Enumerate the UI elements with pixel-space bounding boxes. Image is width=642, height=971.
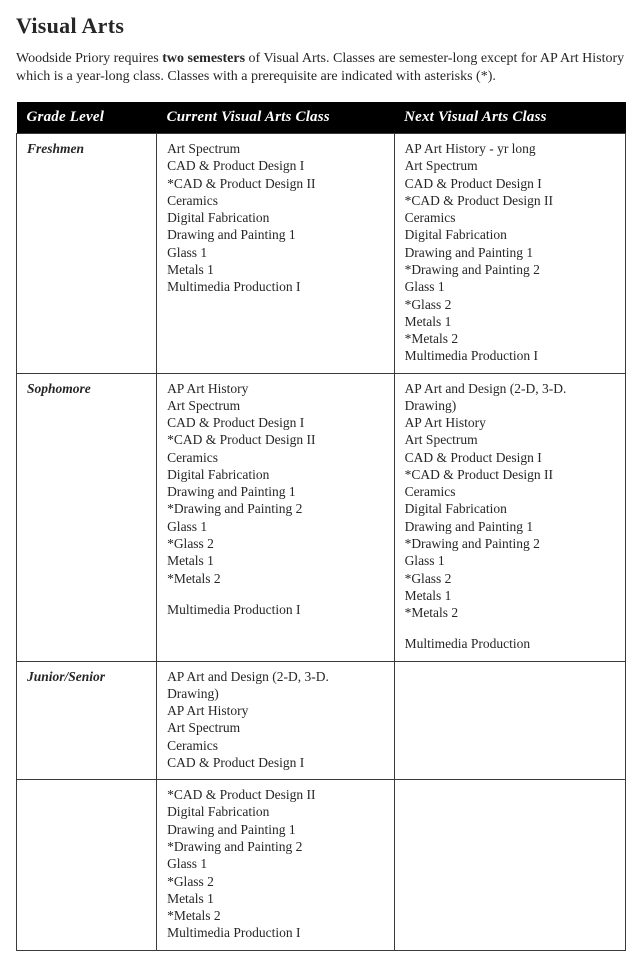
next-cell-sophomore: AP Art and Design (2-D, 3-D. Drawing)AP … [394,373,625,661]
course-line: Glass 1 [167,855,384,872]
course-line: *CAD & Product Design II [405,192,615,209]
table-row: Sophomore AP Art HistoryArt SpectrumCAD … [17,373,626,661]
course-line: *CAD & Product Design II [405,466,615,483]
course-line: Metals 1 [167,890,384,907]
course-line: Glass 1 [167,518,384,535]
course-line: Drawing and Painting 1 [405,518,615,535]
course-line: Multimedia Production I [405,347,615,364]
table-header-row: Grade Level Current Visual Arts Class Ne… [17,102,626,134]
current-cell-freshmen: Art SpectrumCAD & Product Design I*CAD &… [157,134,395,373]
course-line: Digital Fabrication [405,226,615,243]
course-line: Metals 1 [167,261,384,278]
course-line: Glass 1 [167,244,384,261]
table-row: Junior/Senior AP Art and Design (2-D, 3-… [17,661,626,780]
course-line: Multimedia Production I [167,278,384,295]
course-line: CAD & Product Design I [405,175,615,192]
course-line: Multimedia Production I [167,924,384,941]
course-line: AP Art and Design (2-D, 3-D. Drawing) [167,668,384,703]
course-line: *Drawing and Painting 2 [405,261,615,278]
grade-cell-freshmen: Freshmen [17,134,157,373]
col-next-class: Next Visual Arts Class [394,102,625,134]
intro-paragraph: Woodside Priory requires two semesters o… [16,50,626,86]
course-line: Glass 1 [405,278,615,295]
col-grade-level: Grade Level [17,102,157,134]
visual-arts-table: Grade Level Current Visual Arts Class Ne… [16,102,626,951]
next-cell-junior-senior-b [394,780,625,950]
course-line: Art Spectrum [167,397,384,414]
next-cell-junior-senior-a [394,661,625,780]
course-line: Art Spectrum [167,719,384,736]
course-line: Multimedia Production [405,635,615,652]
course-line: Digital Fabrication [167,803,384,820]
course-line: CAD & Product Design I [405,449,615,466]
course-line: CAD & Product Design I [167,157,384,174]
table-row: Freshmen Art SpectrumCAD & Product Desig… [17,134,626,373]
course-line: Digital Fabrication [405,500,615,517]
course-line: *Drawing and Painting 2 [167,838,384,855]
grade-cell-junior-senior: Junior/Senior [17,661,157,780]
course-line: Glass 1 [405,552,615,569]
intro-pre: Woodside Priory requires [16,51,162,66]
course-line: *Metals 2 [167,907,384,924]
course-line: *CAD & Product Design II [167,431,384,448]
course-line: *Metals 2 [167,570,384,587]
course-line: *Metals 2 [405,330,615,347]
course-line: Art Spectrum [405,431,615,448]
course-line: Ceramics [167,449,384,466]
intro-bold: two semesters [162,51,245,66]
current-cell-junior-senior-b: *CAD & Product Design IIDigital Fabricat… [157,780,395,950]
course-line: Ceramics [405,483,615,500]
current-cell-junior-senior-a: AP Art and Design (2-D, 3-D. Drawing)AP … [157,661,395,780]
col-current-class: Current Visual Arts Class [157,102,395,134]
course-line: *Glass 2 [405,570,615,587]
course-line: Ceramics [167,192,384,209]
course-line: CAD & Product Design I [167,414,384,431]
course-line: Drawing and Painting 1 [167,483,384,500]
course-line: AP Art History - yr long [405,140,615,157]
course-line: *Glass 2 [405,296,615,313]
page-title: Visual Arts [16,12,626,40]
course-line: Ceramics [405,209,615,226]
course-line: Metals 1 [405,587,615,604]
course-line: Drawing and Painting 1 [167,226,384,243]
course-line: Art Spectrum [405,157,615,174]
grade-cell-junior-senior-cont [17,780,157,950]
course-line: *Glass 2 [167,535,384,552]
list-spacer [167,587,384,601]
course-line: AP Art History [167,702,384,719]
course-line: Art Spectrum [167,140,384,157]
course-line: Multimedia Production I [167,601,384,618]
course-line: *Drawing and Painting 2 [405,535,615,552]
course-line: *CAD & Product Design II [167,175,384,192]
table-row: *CAD & Product Design IIDigital Fabricat… [17,780,626,950]
grade-cell-sophomore: Sophomore [17,373,157,661]
course-line: Drawing and Painting 1 [405,244,615,261]
course-line: Ceramics [167,737,384,754]
course-line: AP Art History [167,380,384,397]
course-line: *Drawing and Painting 2 [167,500,384,517]
next-cell-freshmen: AP Art History - yr longArt SpectrumCAD … [394,134,625,373]
list-spacer [405,621,615,635]
course-line: Digital Fabrication [167,209,384,226]
course-line: AP Art and Design (2-D, 3-D. Drawing) [405,380,615,415]
course-line: Digital Fabrication [167,466,384,483]
course-line: Drawing and Painting 1 [167,821,384,838]
course-line: *Glass 2 [167,873,384,890]
course-line: Metals 1 [167,552,384,569]
course-line: *Metals 2 [405,604,615,621]
current-cell-sophomore: AP Art HistoryArt SpectrumCAD & Product … [157,373,395,661]
course-line: AP Art History [405,414,615,431]
course-line: CAD & Product Design I [167,754,384,771]
course-line: *CAD & Product Design II [167,786,384,803]
course-line: Metals 1 [405,313,615,330]
